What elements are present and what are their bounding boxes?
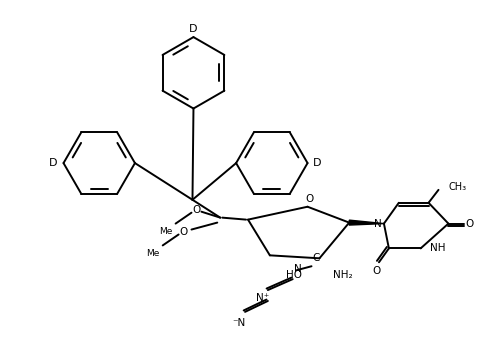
Text: C: C xyxy=(313,253,320,263)
Text: D: D xyxy=(49,158,58,168)
Text: O: O xyxy=(192,205,201,215)
Text: O: O xyxy=(465,219,473,229)
Text: D: D xyxy=(189,24,198,34)
Text: HO: HO xyxy=(286,270,302,280)
Text: NH₂: NH₂ xyxy=(333,270,353,280)
Text: O: O xyxy=(305,194,314,204)
Text: Me: Me xyxy=(159,227,173,236)
Text: Me: Me xyxy=(146,249,159,258)
Text: NH: NH xyxy=(430,243,445,253)
Text: O: O xyxy=(373,266,381,276)
Text: N⁺: N⁺ xyxy=(257,293,270,303)
Text: N: N xyxy=(374,219,382,229)
Text: CH₃: CH₃ xyxy=(448,182,466,192)
Text: ⁻N: ⁻N xyxy=(232,318,246,328)
Text: N: N xyxy=(294,264,301,274)
Polygon shape xyxy=(349,220,384,225)
Text: D: D xyxy=(313,158,322,168)
Text: O: O xyxy=(180,227,188,237)
